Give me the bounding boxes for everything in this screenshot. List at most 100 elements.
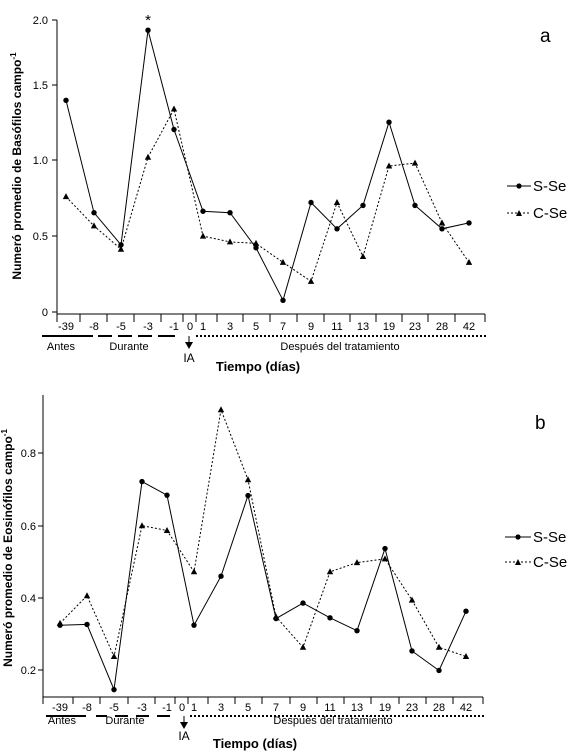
y-tick-label: 0	[42, 307, 48, 319]
x-tick-label: 9	[308, 321, 314, 333]
data-point-s-se	[327, 615, 333, 621]
data-point-c-se	[144, 153, 152, 160]
data-point-c-se	[138, 522, 146, 529]
data-point-s-se	[63, 97, 69, 104]
data-point-s-se	[382, 545, 388, 552]
x-tick-label: 42	[463, 321, 475, 333]
data-point-s-se	[84, 621, 90, 628]
data-point-c-se	[199, 232, 207, 239]
data-point-c-se	[333, 199, 341, 205]
data-point-s-se	[354, 628, 360, 634]
data-point-c-se	[244, 476, 252, 483]
x-tick-label: 11	[324, 702, 335, 714]
data-point-c-se	[117, 245, 125, 252]
series-line-s-se	[65, 30, 470, 302]
x-tick-label: -3	[137, 702, 147, 714]
data-point-s-se	[200, 208, 206, 214]
data-point-s-se	[436, 667, 442, 674]
data-point-c-se	[307, 277, 315, 284]
x-tick-label: 19	[383, 321, 395, 333]
x-tick-label: 11	[331, 321, 342, 333]
data-point-s-se	[308, 199, 314, 206]
data-point-s-se	[386, 119, 392, 125]
x-axis-title-a: Tiempo (días)	[216, 359, 300, 374]
x-tick-label: 0	[187, 321, 193, 333]
event-label-a: IA	[183, 351, 194, 365]
y-tick-label: 0.8	[21, 448, 36, 460]
series-line-s-se	[59, 480, 467, 692]
x-tick-label: 13	[357, 321, 369, 333]
legend-marker-circle	[516, 183, 522, 189]
data-point-s-se	[463, 608, 469, 614]
data-point-s-se	[412, 202, 418, 209]
phase-bars-a: Antes Durante Después del tratamiento IA	[42, 335, 488, 365]
data-point-c-se	[381, 555, 389, 562]
data-point-c-se	[411, 159, 419, 166]
data-point-c-se	[385, 162, 393, 169]
x-tick-label: 3	[227, 321, 233, 333]
legend-label-c-se: C-Se	[533, 554, 567, 571]
x-tick-label: -8	[82, 702, 92, 714]
chart-panel-b: b 0.2 0.4 0.6 0.8 Numeró promedio de Eos…	[0, 395, 567, 751]
y-tick-label: 0.6	[21, 521, 36, 533]
data-point-c-se	[217, 406, 225, 413]
legend-b: S-Se C-Se	[505, 529, 567, 571]
data-point-c-se	[226, 238, 234, 245]
phase-bars-b: Antes Durante Después del tratamiento IA	[46, 715, 485, 743]
data-point-s-se	[280, 297, 286, 304]
data-point-c-se	[252, 239, 260, 246]
chart-panel-a: a 0 0.5 1.0 1.5 2.0 Numeró promedio de B…	[9, 12, 567, 374]
x-tick-label: -1	[162, 702, 172, 714]
x-tick-label: 19	[379, 702, 391, 714]
x-tick-label: -5	[116, 321, 126, 333]
data-point-s-se	[360, 202, 366, 209]
x-tick-label: -1	[169, 321, 179, 333]
plot-area-a	[62, 27, 473, 304]
legend-label-s-se: S-Se	[533, 178, 566, 195]
x-tick-label: 5	[253, 321, 259, 333]
data-point-c-se	[462, 652, 470, 659]
data-point-s-se	[245, 492, 251, 499]
data-point-c-se	[465, 258, 473, 265]
data-point-c-se	[353, 559, 361, 566]
data-point-c-se	[438, 219, 446, 226]
x-tick-label: 13	[351, 702, 363, 714]
data-point-c-se	[435, 643, 443, 650]
data-point-s-se	[111, 686, 117, 693]
y-axis-b: 0.2 0.4 0.6 0.8	[21, 395, 44, 697]
data-point-c-se	[359, 253, 367, 260]
y-axis-a: 0 0.5 1.0 1.5 2.0	[33, 15, 58, 319]
series-line-c-se	[59, 407, 467, 659]
x-tick-label: 1	[191, 702, 197, 714]
panel-label-a: a	[540, 26, 551, 47]
panel-label-b: b	[535, 413, 546, 434]
data-point-s-se	[253, 245, 259, 251]
data-point-s-se	[145, 27, 151, 33]
data-point-s-se	[139, 478, 145, 485]
event-arrowhead-a	[185, 342, 193, 349]
x-tick-label: 3	[218, 702, 224, 714]
data-point-c-se	[110, 652, 118, 659]
x-tick-label: 1	[200, 321, 206, 333]
data-point-c-se	[62, 193, 70, 200]
legend-label-c-se: C-Se	[533, 205, 567, 222]
data-point-s-se	[334, 226, 340, 232]
x-tick-label: 42	[460, 702, 472, 714]
legend-marker-triangle	[515, 559, 521, 565]
x-tick-label: 7	[273, 702, 279, 714]
data-point-s-se	[191, 622, 197, 628]
x-axis-title-b: Tiempo (días)	[213, 736, 297, 751]
event-label-b: IA	[178, 729, 189, 743]
data-point-c-se	[190, 568, 198, 575]
data-point-c-se	[90, 222, 98, 229]
x-tick-label: 28	[433, 702, 445, 714]
y-tick-label: 0.4	[21, 593, 36, 605]
x-tick-label: 28	[436, 321, 448, 333]
data-point-s-se	[171, 126, 177, 133]
x-tick-label: -5	[109, 702, 119, 714]
data-point-c-se	[272, 613, 280, 620]
x-tick-label: 23	[406, 702, 418, 714]
event-arrowhead-b	[180, 722, 188, 729]
data-point-c-se	[279, 258, 287, 265]
